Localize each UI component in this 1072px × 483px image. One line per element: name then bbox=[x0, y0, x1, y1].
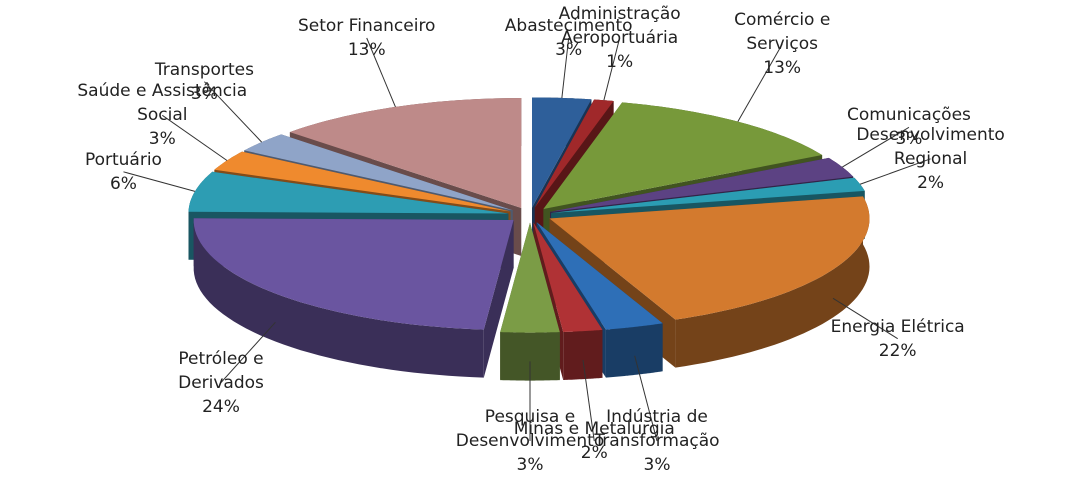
value-label: 13% bbox=[763, 58, 802, 79]
slice bbox=[551, 177, 865, 213]
data-label: Petróleo e Derivados 24% bbox=[136, 347, 306, 419]
leader-line bbox=[859, 158, 931, 185]
slice bbox=[532, 97, 592, 208]
data-label: Transportes 3% bbox=[119, 46, 289, 118]
slice bbox=[543, 102, 823, 209]
data-label: Saúde e Assistência Social 3% bbox=[77, 79, 247, 151]
label-box: Pesquisa e Desenvolvimento 3% bbox=[445, 405, 615, 477]
category-label: Pesquisa e Desenvolvimento bbox=[455, 407, 605, 451]
slice bbox=[550, 157, 854, 212]
data-label: Pesquisa e Desenvolvimento 3% bbox=[445, 405, 615, 477]
slice bbox=[533, 222, 603, 332]
label-box: Petróleo e Derivados 24% bbox=[136, 347, 306, 419]
value-label: 24% bbox=[202, 396, 240, 417]
value-label: 13% bbox=[347, 40, 386, 60]
slice bbox=[214, 151, 511, 212]
slice bbox=[534, 99, 614, 208]
category-label: Administração Aeroportuária bbox=[558, 4, 681, 48]
data-label: Energia Elétrica 22% bbox=[813, 303, 983, 375]
leader-line bbox=[832, 297, 898, 340]
slice-wall bbox=[675, 196, 870, 368]
data-label: Indústria de Transformação 3% bbox=[572, 405, 742, 477]
leader-line bbox=[842, 126, 910, 168]
label-box: Comunicações 3% bbox=[824, 91, 994, 163]
leader-line bbox=[123, 171, 196, 192]
category-label: Comércio e Serviços bbox=[734, 10, 831, 55]
category-label: Minas e Metalurgia bbox=[513, 419, 675, 439]
leader-line bbox=[582, 359, 595, 442]
slice bbox=[289, 98, 522, 208]
category-label: Petróleo e Derivados bbox=[178, 348, 264, 393]
slice-wall bbox=[193, 218, 484, 378]
label-box: Minas e Metalurgia 2% bbox=[509, 405, 679, 477]
data-label: Abastecimento 3% bbox=[484, 2, 654, 74]
slice bbox=[188, 171, 509, 214]
data-label: Portuário 6% bbox=[38, 136, 208, 208]
value-label: 22% bbox=[878, 340, 917, 361]
leader-line bbox=[366, 37, 396, 108]
category-label: Transportes bbox=[154, 59, 254, 80]
label-box: Administração Aeroportuária 1% bbox=[535, 2, 705, 74]
label-box: Indústria de Transformação 3% bbox=[572, 405, 742, 477]
leader-line bbox=[162, 114, 228, 161]
label-box: Portuário 6% bbox=[38, 136, 208, 208]
value-label: 3% bbox=[895, 129, 923, 150]
slice-wall bbox=[563, 329, 603, 380]
value-label: 6% bbox=[109, 173, 137, 194]
label-box: Abastecimento 3% bbox=[484, 2, 654, 74]
category-label: Setor Financeiro bbox=[297, 16, 436, 36]
data-label: Setor Financeiro 13% bbox=[282, 2, 452, 74]
leader-line bbox=[603, 37, 621, 101]
slice bbox=[500, 222, 560, 333]
data-label: Comércio e Serviços 13% bbox=[697, 8, 867, 80]
data-label: Desenvolvimento Regional 2% bbox=[846, 123, 1016, 195]
value-label: 2% bbox=[580, 443, 608, 463]
label-box: Transportes 3% bbox=[119, 46, 289, 118]
category-label: Indústria de Transformação bbox=[594, 407, 720, 451]
value-label: 3% bbox=[555, 40, 583, 60]
category-label: Energia Elétrica bbox=[830, 316, 965, 337]
slice bbox=[536, 222, 663, 330]
data-label: Minas e Metalurgia 2% bbox=[509, 405, 679, 477]
label-box: Desenvolvimento Regional 2% bbox=[846, 123, 1016, 195]
label-box: Comércio e Serviços 13% bbox=[697, 8, 867, 80]
slice bbox=[244, 134, 513, 211]
value-label: 3% bbox=[148, 129, 176, 150]
leader-line bbox=[634, 355, 658, 442]
slice-wall bbox=[605, 323, 663, 378]
slice bbox=[549, 196, 870, 320]
value-label: 2% bbox=[917, 172, 945, 193]
leader-line bbox=[204, 81, 263, 143]
data-label: Administração Aeroportuária 1% bbox=[535, 2, 705, 74]
data-label: Comunicações 3% bbox=[824, 91, 994, 163]
leader-line bbox=[561, 37, 570, 99]
leader-line bbox=[737, 44, 783, 122]
label-box: Setor Financeiro 13% bbox=[282, 2, 452, 74]
slice-wall bbox=[500, 332, 560, 381]
slice bbox=[193, 218, 514, 330]
leader-line bbox=[220, 321, 276, 383]
category-label: Abastecimento bbox=[504, 16, 633, 36]
category-label: Comunicações bbox=[846, 105, 971, 126]
category-label: Desenvolvimento Regional bbox=[856, 124, 1005, 169]
category-label: Portuário bbox=[84, 149, 162, 170]
category-label: Saúde e Assistência Social bbox=[77, 81, 248, 126]
value-label: 3% bbox=[516, 455, 544, 475]
label-box: Energia Elétrica 22% bbox=[813, 303, 983, 375]
value-label: 1% bbox=[606, 52, 634, 72]
value-label: 3% bbox=[190, 83, 218, 104]
value-label: 3% bbox=[643, 455, 671, 475]
